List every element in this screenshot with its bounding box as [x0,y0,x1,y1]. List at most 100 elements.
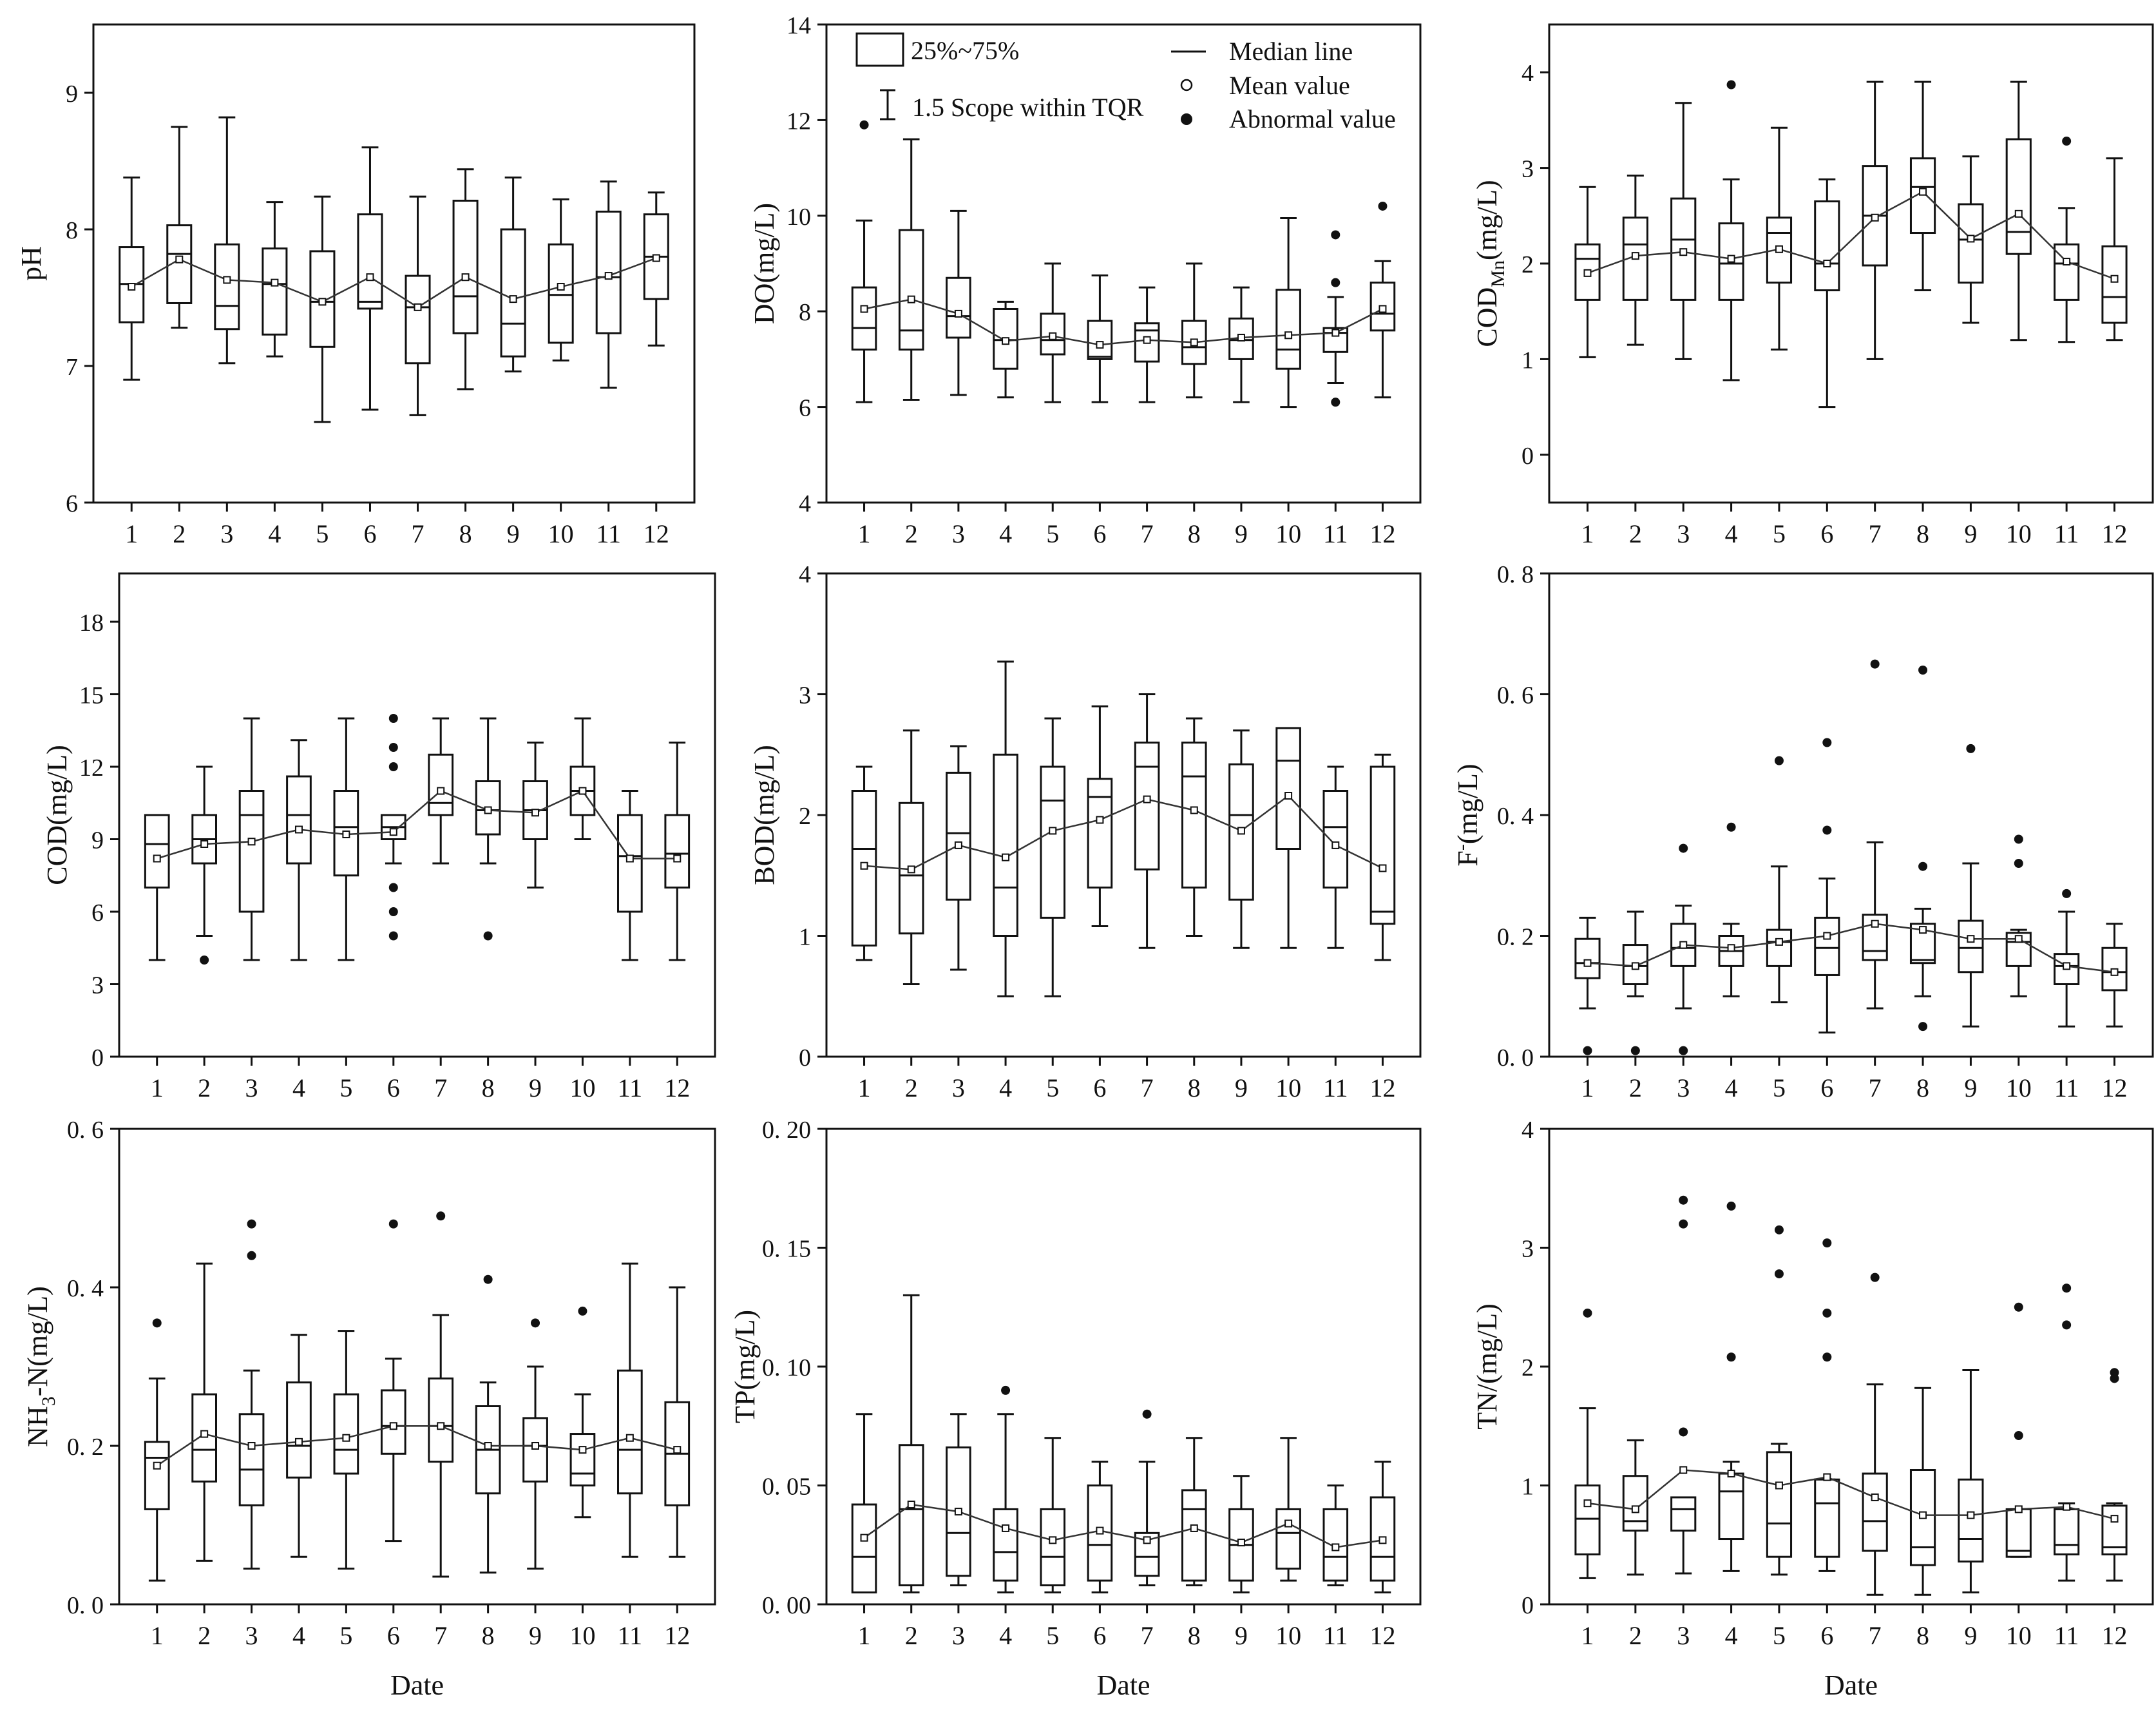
x-tick-label: 10 [2006,1073,2032,1102]
iqr-box [1718,1472,1744,1541]
iqr-box [2054,243,2080,301]
mean-marker [1679,248,1688,256]
outlier-point [2014,859,2023,868]
y-tick-label: 12 [787,108,811,135]
mean-marker [2063,258,2071,266]
mean-marker [1143,1536,1151,1544]
iqr-box [428,753,454,816]
outlier-point [2014,1431,2023,1441]
x-tick-label: 9 [1964,519,1977,548]
mean-marker [907,295,915,303]
x-tick-label: 7 [1141,519,1154,548]
x-tick-label: 7 [434,1621,447,1650]
mean-marker [1237,1539,1245,1547]
y-tick-label: 0. 0 [67,1592,104,1619]
outlier-point [1726,1201,1736,1211]
y-tick-label: 2 [1522,1354,1534,1381]
mean-marker [294,1437,303,1446]
mean-marker [437,787,445,795]
mean-marker [1583,959,1592,967]
mean-marker [1237,334,1245,342]
mean-marker [2110,968,2119,976]
x-tick-label: 8 [1188,519,1201,548]
iqr-box [428,1377,454,1463]
x-tick-label: 3 [952,1621,965,1650]
iqr-box [993,753,1018,937]
iqr-box [1134,742,1160,870]
mean-marker [578,787,587,795]
outlier-point [2062,137,2072,146]
mean-marker [294,825,303,834]
outlier-point [859,120,869,130]
outlier-point [388,931,398,941]
x-tick-label: 8 [482,1073,495,1102]
mean-marker [1871,1493,1879,1501]
mean-marker [1284,1519,1293,1528]
iqr-box [144,814,170,889]
outlier-point [1774,1225,1784,1234]
mean-marker [673,1446,682,1454]
legend-mean-swatch [1180,79,1193,91]
x-tick-label: 12 [1369,519,1395,548]
outlier-point [1822,825,1832,835]
x-tick-label: 7 [1141,1073,1154,1102]
legend-box-swatch [855,32,904,67]
mean-marker [200,840,209,848]
iqr-box [1322,790,1349,889]
x-tick-label: 1 [858,519,871,548]
x-tick-label: 2 [905,1621,918,1650]
iqr-box [1670,1496,1697,1532]
x-tick-label: 9 [1235,1621,1248,1650]
mean-line [864,794,1384,870]
x-axis-label: Date [1096,1669,1150,1701]
outlier-point [152,1318,162,1328]
mean-marker [1823,932,1831,940]
plot-frame [118,1128,716,1606]
x-tick-label: 7 [1869,519,1882,548]
x-tick-label: 2 [198,1073,211,1102]
mean-marker [1967,1511,1975,1519]
mean-marker [1096,341,1104,349]
x-tick-label: 10 [1275,1621,1301,1650]
mean-line [864,298,1384,346]
x-tick-label: 5 [1773,1621,1786,1650]
x-tick-label: 9 [1235,1073,1248,1102]
iqr-box [569,1433,596,1487]
y-tick-label: 0. 8 [1497,561,1534,588]
outlier-point [200,956,209,965]
outlier-point [1966,744,1976,753]
y-axis-label: COD(mg/L) [41,745,73,885]
outlier-point [1679,843,1688,853]
x-tick-label: 5 [1046,1621,1059,1650]
outlier-point [2062,1283,2072,1293]
x-tick-label: 11 [1323,519,1348,548]
x-tick-label: 6 [1820,1621,1833,1650]
mean-marker [673,854,682,863]
outlier-point [436,1211,446,1221]
mean-marker [1919,1511,1927,1519]
x-tick-label: 3 [952,519,965,548]
iqr-box [500,228,526,358]
x-tick-label: 4 [1725,1073,1738,1102]
iqr-box [1862,1472,1888,1552]
mean-marker [1190,1524,1198,1532]
iqr-box [1958,203,1984,284]
mean-marker [1823,1473,1831,1481]
mean-marker [1096,1526,1104,1535]
iqr-box [522,1417,548,1483]
mean-marker [414,303,422,311]
mean-marker [389,828,397,836]
x-tick-label: 3 [245,1073,258,1102]
outlier-point [1918,861,1928,871]
y-tick-label: 15 [79,682,104,709]
y-tick-label: 0. 05 [762,1474,811,1501]
mean-marker [604,272,613,280]
mean-marker [1967,235,1975,243]
x-tick-label: 12 [644,519,669,548]
mean-marker [247,838,256,846]
y-axis-label: F-(mg/L) [1451,764,1483,866]
mean-marker [1631,1505,1639,1513]
x-tick-label: 11 [2054,1621,2079,1650]
mean-marker [1284,792,1293,800]
